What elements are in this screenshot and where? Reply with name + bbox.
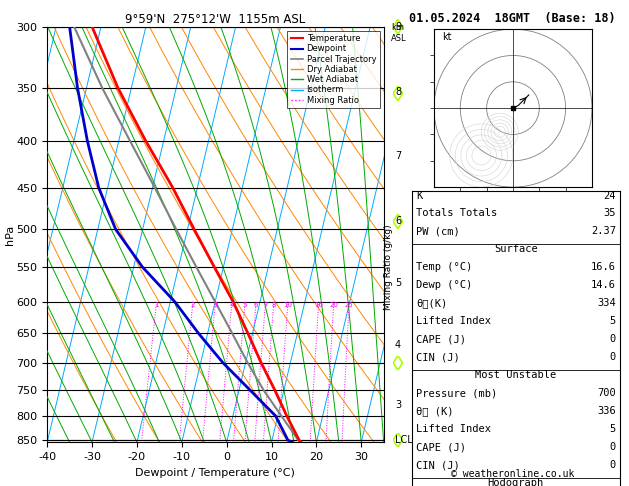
Text: 3: 3	[213, 302, 218, 308]
Text: 35: 35	[603, 208, 616, 219]
Text: 6: 6	[395, 216, 401, 226]
Text: 700: 700	[597, 388, 616, 399]
Text: 0: 0	[610, 352, 616, 363]
Text: Pressure (mb): Pressure (mb)	[416, 388, 497, 399]
Text: 5: 5	[243, 302, 247, 308]
Text: 8: 8	[395, 87, 401, 97]
Text: CIN (J): CIN (J)	[416, 352, 460, 363]
Text: 0: 0	[610, 442, 616, 452]
Text: 2.37: 2.37	[591, 226, 616, 237]
Text: 4: 4	[230, 302, 234, 308]
Text: 25: 25	[345, 302, 353, 308]
Text: CAPE (J): CAPE (J)	[416, 334, 465, 345]
Text: 14.6: 14.6	[591, 280, 616, 291]
Text: Lifted Index: Lifted Index	[416, 424, 491, 434]
Text: 334: 334	[597, 298, 616, 309]
Text: Totals Totals: Totals Totals	[416, 208, 497, 219]
Text: Most Unstable: Most Unstable	[475, 370, 557, 381]
Text: 4: 4	[395, 340, 401, 350]
X-axis label: Dewpoint / Temperature (°C): Dewpoint / Temperature (°C)	[135, 468, 296, 478]
Text: 1: 1	[154, 302, 159, 308]
Text: Lifted Index: Lifted Index	[416, 316, 491, 327]
Text: 10: 10	[284, 302, 292, 308]
Text: K: K	[416, 191, 422, 201]
Text: Mixing Ratio (g/kg): Mixing Ratio (g/kg)	[384, 225, 392, 310]
Text: 5: 5	[395, 278, 401, 289]
Text: θᴇ (K): θᴇ (K)	[416, 406, 454, 417]
Text: 0: 0	[610, 334, 616, 345]
Text: 7: 7	[264, 302, 268, 308]
Text: 16: 16	[314, 302, 323, 308]
Text: kt: kt	[442, 32, 452, 42]
Text: Dewp (°C): Dewp (°C)	[416, 280, 472, 291]
Text: 2: 2	[191, 302, 195, 308]
Text: 24: 24	[603, 191, 616, 201]
Text: θᴇ(K): θᴇ(K)	[416, 298, 447, 309]
Text: Hodograph: Hodograph	[487, 478, 544, 486]
Text: Temp (°C): Temp (°C)	[416, 262, 472, 273]
Text: 01.05.2024  18GMT  (Base: 18): 01.05.2024 18GMT (Base: 18)	[409, 12, 616, 25]
Title: 9°59'N  275°12'W  1155m ASL: 9°59'N 275°12'W 1155m ASL	[125, 13, 306, 26]
Text: 6: 6	[254, 302, 259, 308]
Text: 16.6: 16.6	[591, 262, 616, 273]
Text: Surface: Surface	[494, 244, 538, 255]
Text: 20: 20	[330, 302, 338, 308]
Text: 5: 5	[610, 424, 616, 434]
Text: © weatheronline.co.uk: © weatheronline.co.uk	[451, 469, 574, 479]
Text: 7: 7	[395, 152, 401, 161]
Text: 8: 8	[272, 302, 276, 308]
Text: 3: 3	[395, 400, 401, 410]
Text: PW (cm): PW (cm)	[416, 226, 460, 237]
Text: km
ASL: km ASL	[391, 23, 407, 43]
Legend: Temperature, Dewpoint, Parcel Trajectory, Dry Adiabat, Wet Adiabat, Isotherm, Mi: Temperature, Dewpoint, Parcel Trajectory…	[287, 31, 379, 108]
Text: CIN (J): CIN (J)	[416, 460, 460, 470]
Text: CAPE (J): CAPE (J)	[416, 442, 465, 452]
Text: 9: 9	[395, 22, 401, 32]
Text: LCL: LCL	[395, 435, 413, 445]
Y-axis label: hPa: hPa	[5, 225, 15, 244]
Text: 336: 336	[597, 406, 616, 417]
Text: 0: 0	[610, 460, 616, 470]
Text: 5: 5	[610, 316, 616, 327]
